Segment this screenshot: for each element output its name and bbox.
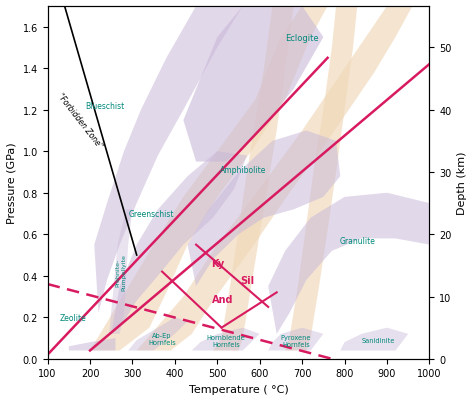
Polygon shape xyxy=(137,7,412,350)
Polygon shape xyxy=(94,7,243,313)
Polygon shape xyxy=(268,328,323,350)
Polygon shape xyxy=(109,210,132,334)
Text: Pyroxene
Hornfels: Pyroxene Hornfels xyxy=(281,334,311,347)
Text: Eclogite: Eclogite xyxy=(285,34,319,43)
X-axis label: Temperature ( °C): Temperature ( °C) xyxy=(189,384,288,394)
Polygon shape xyxy=(111,152,247,334)
Text: Sil: Sil xyxy=(240,275,254,285)
Text: Sanidinite: Sanidinite xyxy=(362,337,395,343)
Text: Prehnite-
Pumpellyite: Prehnite- Pumpellyite xyxy=(115,253,126,290)
Polygon shape xyxy=(128,318,188,350)
Y-axis label: Pressure (GPa): Pressure (GPa) xyxy=(7,142,17,224)
Text: "Forbidden Zone": "Forbidden Zone" xyxy=(55,91,104,150)
Text: Hornblende
Hornfels: Hornblende Hornfels xyxy=(206,334,245,347)
Polygon shape xyxy=(340,328,408,350)
Text: Amphibolite: Amphibolite xyxy=(219,166,266,175)
Polygon shape xyxy=(213,7,294,350)
Polygon shape xyxy=(188,131,340,286)
Text: Greenschist: Greenschist xyxy=(129,209,174,219)
Polygon shape xyxy=(69,338,116,350)
Text: Ky: Ky xyxy=(210,259,224,269)
Polygon shape xyxy=(285,7,357,350)
Text: Zeolite: Zeolite xyxy=(60,313,86,322)
Y-axis label: Depth (km): Depth (km) xyxy=(457,151,467,215)
Text: And: And xyxy=(211,294,233,304)
Text: Granulite: Granulite xyxy=(339,236,375,245)
Text: Ab-Ep
Hornfels: Ab-Ep Hornfels xyxy=(148,332,176,345)
Polygon shape xyxy=(90,7,328,350)
Polygon shape xyxy=(183,7,323,162)
Polygon shape xyxy=(268,193,429,334)
Text: Blueschist: Blueschist xyxy=(85,102,125,111)
Polygon shape xyxy=(192,328,260,350)
